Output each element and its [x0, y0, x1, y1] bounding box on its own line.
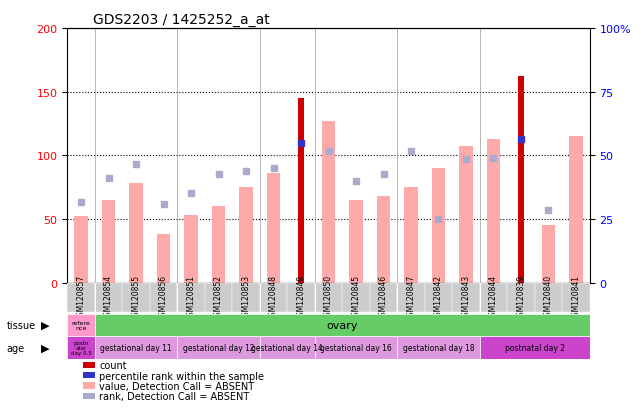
- Bar: [95, 337, 178, 359]
- Bar: [404, 188, 418, 283]
- Bar: [150, 283, 178, 312]
- Bar: [431, 169, 445, 283]
- Text: GSM120854: GSM120854: [104, 274, 113, 320]
- Text: gestational day 18: gestational day 18: [403, 344, 474, 352]
- Bar: [349, 200, 363, 283]
- Bar: [239, 188, 253, 283]
- Bar: [204, 283, 232, 312]
- Bar: [315, 337, 397, 359]
- Text: GSM120850: GSM120850: [324, 274, 333, 320]
- Bar: [178, 283, 204, 312]
- Text: postnatal day 2: postnatal day 2: [504, 344, 565, 352]
- Bar: [425, 283, 453, 312]
- Text: percentile rank within the sample: percentile rank within the sample: [99, 371, 264, 381]
- Bar: [156, 235, 171, 283]
- Text: GSM120853: GSM120853: [242, 274, 251, 320]
- Bar: [397, 337, 479, 359]
- Bar: [184, 216, 198, 283]
- Bar: [267, 174, 280, 283]
- Text: GSM120847: GSM120847: [406, 274, 415, 320]
- Text: value, Detection Call = ABSENT: value, Detection Call = ABSENT: [99, 381, 254, 391]
- Bar: [315, 283, 342, 312]
- Text: ▶: ▶: [40, 343, 49, 353]
- Text: ovary: ovary: [326, 320, 358, 330]
- Text: GSM120842: GSM120842: [434, 274, 443, 320]
- Bar: [260, 337, 315, 359]
- Text: gestational day 16: gestational day 16: [320, 344, 392, 352]
- Bar: [95, 283, 122, 312]
- Text: GSM120855: GSM120855: [131, 274, 140, 320]
- Text: GSM120839: GSM120839: [517, 274, 526, 320]
- Bar: [178, 337, 260, 359]
- Bar: [322, 121, 335, 283]
- Bar: [569, 137, 583, 283]
- Bar: [487, 140, 501, 283]
- Text: postn
atal
day 0.5: postn atal day 0.5: [71, 340, 92, 356]
- Bar: [342, 283, 370, 312]
- Text: GSM120846: GSM120846: [379, 274, 388, 320]
- Bar: [212, 206, 226, 283]
- Text: GSM120849: GSM120849: [297, 274, 306, 320]
- Text: GSM120852: GSM120852: [214, 274, 223, 320]
- Bar: [453, 283, 479, 312]
- Bar: [459, 147, 473, 283]
- Bar: [67, 314, 95, 337]
- Bar: [67, 283, 95, 312]
- Bar: [397, 283, 425, 312]
- Bar: [562, 283, 590, 312]
- Text: rank, Detection Call = ABSENT: rank, Detection Call = ABSENT: [99, 392, 249, 401]
- Text: gestational day 11: gestational day 11: [100, 344, 172, 352]
- Text: count: count: [99, 361, 127, 370]
- Text: GSM120844: GSM120844: [489, 274, 498, 320]
- Text: GSM120840: GSM120840: [544, 274, 553, 320]
- Bar: [122, 283, 150, 312]
- Bar: [232, 283, 260, 312]
- Text: ▶: ▶: [40, 320, 49, 330]
- Bar: [542, 226, 555, 283]
- Bar: [507, 283, 535, 312]
- Text: GSM120857: GSM120857: [76, 274, 85, 320]
- Bar: [479, 337, 590, 359]
- Bar: [260, 283, 287, 312]
- Bar: [129, 184, 143, 283]
- Text: gestational day 14: gestational day 14: [251, 344, 323, 352]
- Text: age: age: [6, 343, 24, 353]
- Text: gestational day 12: gestational day 12: [183, 344, 254, 352]
- Bar: [377, 197, 390, 283]
- Bar: [517, 77, 524, 283]
- Text: GSM120845: GSM120845: [351, 274, 360, 320]
- Bar: [74, 217, 88, 283]
- Text: GSM120856: GSM120856: [159, 274, 168, 320]
- Text: refere
nce: refere nce: [72, 320, 90, 330]
- Bar: [370, 283, 397, 312]
- Text: tissue: tissue: [6, 320, 35, 330]
- Bar: [67, 337, 95, 359]
- Bar: [535, 283, 562, 312]
- Bar: [297, 99, 304, 283]
- Text: GSM120841: GSM120841: [572, 274, 581, 320]
- Text: GDS2203 / 1425252_a_at: GDS2203 / 1425252_a_at: [94, 12, 270, 26]
- Bar: [287, 283, 315, 312]
- Text: GSM120843: GSM120843: [462, 274, 470, 320]
- Bar: [479, 283, 507, 312]
- Bar: [102, 200, 115, 283]
- Text: GSM120848: GSM120848: [269, 274, 278, 320]
- Text: GSM120851: GSM120851: [187, 274, 196, 320]
